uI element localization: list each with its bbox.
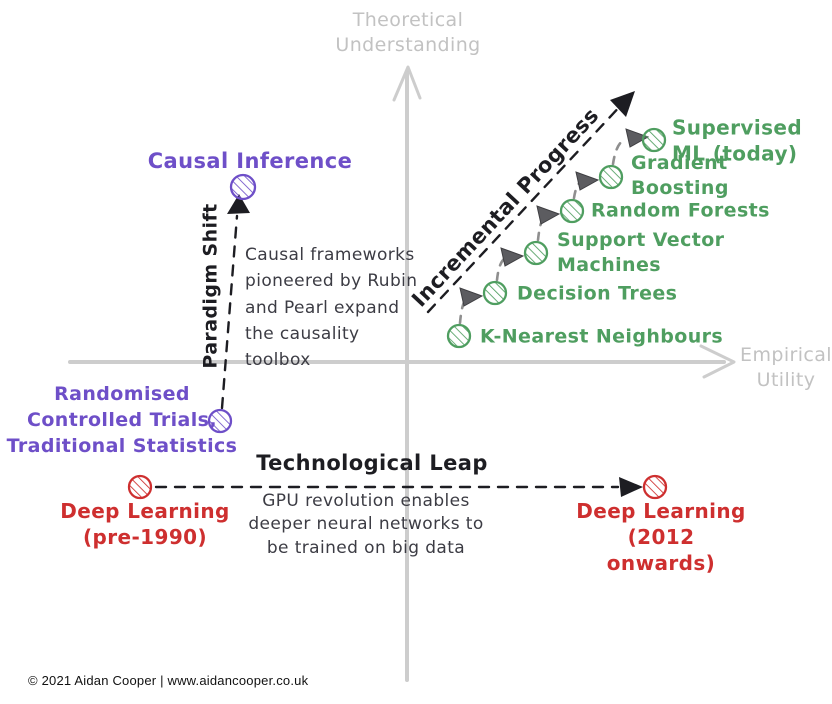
causal-inference-label: Causal Inference — [147, 149, 353, 173]
ml-connector-1 — [458, 295, 470, 325]
technological-leap-arrowhead — [619, 477, 643, 497]
x-axis-arrowhead — [699, 344, 736, 379]
ml-item-knn: K-Nearest Neighbours — [480, 325, 724, 348]
ml-item-decision-trees: Decision Trees — [517, 282, 678, 305]
y-axis-arrowhead — [392, 65, 422, 102]
paradigm-shift-arrowhead — [227, 194, 250, 214]
x-axis-label: Empirical Utility — [740, 344, 832, 392]
point-deep-learning-2012 — [642, 474, 668, 500]
point-gradient-boosting — [598, 164, 624, 190]
technological-leap-label: Technological Leap — [256, 451, 488, 475]
ml-item-random-forests: Random Forests — [591, 199, 770, 222]
point-supervised-ml — [641, 127, 667, 153]
paradigm-shift-arrow-line — [220, 214, 239, 410]
ml-connector-4-arrowhead — [575, 171, 600, 191]
ml-item-svm: Support Vector Machines — [557, 228, 725, 276]
ml-item-gradient-boosting: Gradient Boosting — [631, 151, 729, 199]
y-axis-label: Theoretical Understanding — [335, 9, 481, 57]
ml-connector-3-arrowhead — [536, 205, 561, 225]
incremental-progress-arrowhead — [610, 91, 635, 117]
point-causal-inference — [229, 173, 257, 201]
point-decision-trees — [482, 280, 508, 306]
deep-learning-2012-label: Deep Learning (2012 onwards) — [576, 499, 746, 575]
ml-connector-2-arrowhead — [500, 247, 525, 267]
point-deep-learning-pre-1990 — [127, 474, 153, 500]
rct-label: Randomised Controlled Trials, Traditiona… — [6, 383, 238, 458]
incremental-progress-arrow-line — [426, 100, 626, 314]
deep-learning-pre-1990-label: Deep Learning (pre-1990) — [60, 499, 230, 549]
point-random-forests — [559, 198, 585, 224]
copyright-footer: © 2021 Aidan Cooper | www.aidancooper.co… — [28, 673, 309, 688]
ml-connector-1-arrowhead — [459, 287, 484, 307]
point-rct-traditional-statistics — [207, 408, 233, 434]
ml-item-supervised-ml: Supervised ML (today) — [672, 115, 803, 166]
ml-connector-5 — [611, 138, 626, 166]
gpu-note: GPU revolution enables deeper neural net… — [248, 491, 484, 558]
causal-note: Causal frameworks pioneered by Rubin and… — [245, 245, 418, 371]
paradigm-shift-label: Paradigm Shift — [199, 203, 222, 369]
ml-connector-2 — [495, 255, 509, 282]
point-support-vector-machines — [523, 240, 549, 266]
ml-connector-5-arrowhead — [625, 128, 650, 148]
point-k-nearest-neighbours — [446, 323, 472, 349]
